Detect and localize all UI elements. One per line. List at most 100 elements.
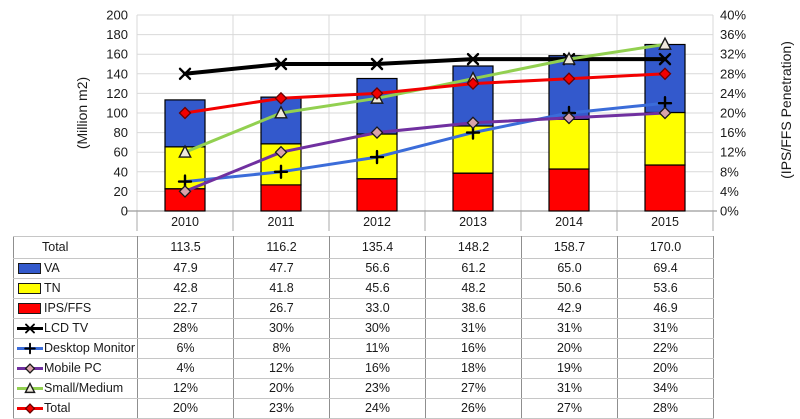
table-cell: 42.9 xyxy=(521,298,618,319)
marker-LCD TV-2015 xyxy=(658,52,672,66)
table-cell: 34% xyxy=(617,378,714,399)
legend-swatch-Desktop Monitor xyxy=(17,342,43,355)
left-axis-tick-label: 100 xyxy=(106,106,128,121)
legend-marker-diamond xyxy=(24,363,36,374)
row-label: Desktop Monitor xyxy=(44,341,136,355)
row-label: Mobile PC xyxy=(44,361,102,375)
left-axis-tick-label: 20 xyxy=(114,184,128,199)
table-cell: 38.6 xyxy=(425,298,522,319)
table-cell: 170.0 xyxy=(617,236,714,259)
table-cell: 26% xyxy=(425,398,522,419)
combo-chart: 0 20 40 60 80 100 120 140 160 180 200 0% 4% 8% 12% 16% 2… xyxy=(106,8,746,231)
right-axis-tick-label: 32% xyxy=(720,47,746,62)
row-label: LCD TV xyxy=(44,321,89,335)
marker-Small/Medium-2015 xyxy=(658,36,672,50)
x-axis-label: 2015 xyxy=(651,215,679,229)
row-label-cell: Desktop Monitor xyxy=(13,338,138,359)
table-cell: 56.6 xyxy=(329,258,426,279)
left-axis-tick-label: 60 xyxy=(114,145,128,160)
table-cell: 23% xyxy=(329,378,426,399)
x-axis-label: 2014 xyxy=(555,215,583,229)
table-cell: 20% xyxy=(233,378,330,399)
marker-Small/Medium-2011 xyxy=(274,105,288,119)
marker-Mobile PC-2011 xyxy=(274,145,288,159)
marker-Desktop Monitor-2011 xyxy=(273,164,289,179)
legend-swatch-Total xyxy=(17,403,43,414)
table-cell: 27% xyxy=(521,398,618,419)
table-cell: 113.5 xyxy=(137,236,234,259)
table-cell: 31% xyxy=(521,318,618,339)
legend-swatch-TN xyxy=(18,283,41,294)
row-label-cell: Small/Medium xyxy=(13,378,138,399)
marker-Total-2014 xyxy=(562,72,576,86)
marker-Total-2013 xyxy=(466,77,480,91)
table-cell: 8% xyxy=(233,338,330,359)
table-row-Total-8: Total 20% 23% 24% 26% 27% 28% xyxy=(13,398,714,419)
row-label: VA xyxy=(44,261,60,275)
table-row-LCD TV-4: LCD TV 28% 30% 30% 31% 31% 31% xyxy=(13,318,714,339)
marker-Total-2012 xyxy=(370,86,384,100)
left-axis-tick-label: 80 xyxy=(114,125,128,140)
table-row-TN-2: TN 42.8 41.8 45.6 48.2 50.6 53.6 xyxy=(13,278,714,299)
legend-marker-x xyxy=(25,323,35,334)
table-cell: 28% xyxy=(137,318,234,339)
row-label-cell: LCD TV xyxy=(13,318,138,339)
table-cell: 65.0 xyxy=(521,258,618,279)
legend-swatch-IPS/FFS xyxy=(18,303,41,314)
table-cell: 48.2 xyxy=(425,278,522,299)
table-cell: 16% xyxy=(329,358,426,379)
bar-IPS/FFS-2015 xyxy=(644,164,686,212)
table-cell: 47.7 xyxy=(233,258,330,279)
table-cell: 27% xyxy=(425,378,522,399)
table-cell: 20% xyxy=(137,398,234,419)
left-axis-tick-label: 180 xyxy=(106,27,128,42)
marker-Mobile PC-2013 xyxy=(466,116,480,130)
table-cell: 20% xyxy=(521,338,618,359)
left-axis-tick-label: 140 xyxy=(106,66,128,81)
line-LCD TV xyxy=(183,57,667,76)
marker-LCD TV-2011 xyxy=(274,57,288,71)
left-axis-tick-label: 200 xyxy=(106,8,128,23)
table-cell: 69.4 xyxy=(617,258,714,279)
table-row-Mobile PC-6: Mobile PC 4% 12% 16% 18% 19% 20% xyxy=(13,358,714,379)
table-cell: 116.2 xyxy=(233,236,330,259)
row-label: IPS/FFS xyxy=(44,301,92,315)
legend-swatch-Small/Medium xyxy=(17,382,43,394)
legend-swatch-VA xyxy=(18,263,41,274)
table-row-Desktop Monitor-5: Desktop Monitor 6% 8% 11% 16% 20% 22% xyxy=(13,338,714,359)
marker-LCD TV-2012 xyxy=(370,57,384,71)
marker-Total-2010 xyxy=(178,106,192,120)
marker-Mobile PC-2012 xyxy=(370,126,384,140)
table-cell: 47.9 xyxy=(137,258,234,279)
marker-Desktop Monitor-2012 xyxy=(369,149,385,165)
marker-LCD TV-2013 xyxy=(466,52,480,66)
table-cell: 22.7 xyxy=(137,298,234,319)
table-cell: 18% xyxy=(425,358,522,379)
table-cell: 41.8 xyxy=(233,278,330,299)
table-cell: 135.4 xyxy=(329,236,426,259)
right-axis-tick-label: 24% xyxy=(720,86,746,101)
left-axis-tick-label: 120 xyxy=(106,86,128,101)
table-row-VA-1: VA 47.9 47.7 56.6 61.2 65.0 69.4 xyxy=(13,258,714,279)
legend-swatch-Mobile PC xyxy=(17,363,43,374)
right-axis-tick-label: 40% xyxy=(720,8,746,23)
marker-Mobile PC-2010 xyxy=(178,184,192,198)
table-cell: 31% xyxy=(425,318,522,339)
right-axis-tick-label: 28% xyxy=(720,66,746,81)
row-label: Small/Medium xyxy=(44,381,124,395)
left-axis-tick-label: 40 xyxy=(114,164,128,179)
legend-marker-triangle xyxy=(24,382,36,394)
line-Total xyxy=(183,72,667,115)
right-axis-tick-label: 20% xyxy=(720,106,746,121)
table-cell: 28% xyxy=(617,398,714,419)
legend-swatch-LCD TV xyxy=(17,323,43,334)
bar-IPS/FFS-2012 xyxy=(356,178,398,212)
table-cell: 42.8 xyxy=(137,278,234,299)
x-axis-label: 2011 xyxy=(268,215,295,229)
bar-IPS/FFS-2013 xyxy=(452,172,494,212)
marker-Small/Medium-2010 xyxy=(178,144,192,158)
table-cell: 23% xyxy=(233,398,330,419)
bar-IPS/FFS-2011 xyxy=(260,184,302,212)
table-cell: 16% xyxy=(425,338,522,359)
